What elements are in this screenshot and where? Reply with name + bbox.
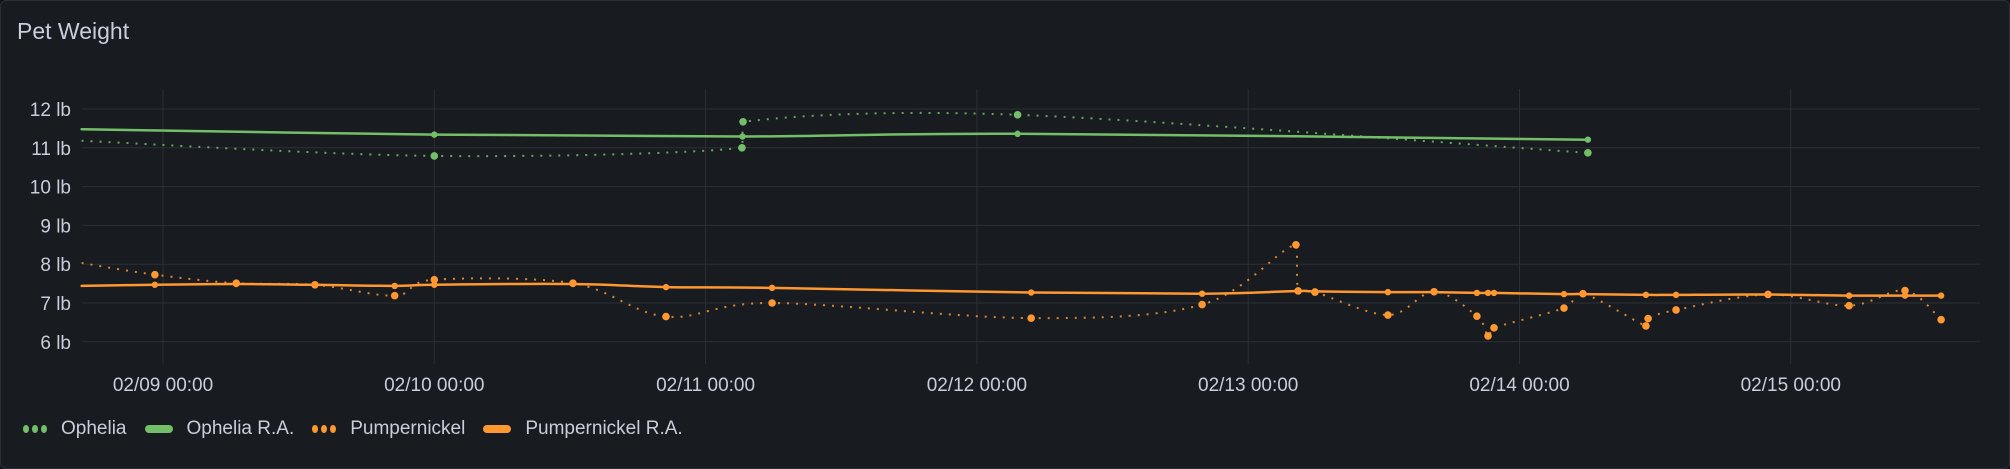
data-point[interactable] [1484,289,1492,297]
data-point[interactable] [1473,289,1481,297]
data-point[interactable] [1014,130,1021,138]
data-point[interactable] [1672,291,1680,299]
data-point[interactable] [739,118,747,126]
series-ophelia-r-a[interactable] [80,127,1592,143]
data-point[interactable] [232,279,241,288]
data-point[interactable] [1198,300,1206,309]
x-tick-label: 02/14 00:00 [1469,375,1569,396]
data-point[interactable] [1901,286,1909,295]
solid-line-icon [483,425,512,433]
series-pumpernickel-r-a[interactable] [80,280,1945,299]
panel-title[interactable]: Pet Weight [17,18,130,44]
data-point[interactable] [1937,315,1945,324]
data-point[interactable] [569,279,577,288]
series-ophelia[interactable] [81,111,1592,160]
x-tick-label: 02/09 00:00 [113,375,213,396]
data-point[interactable] [1644,314,1652,323]
x-tick-label: 02/11 00:00 [656,375,755,396]
series-line [80,127,1590,141]
series-line-dotted [81,111,1588,158]
data-point[interactable] [1013,111,1022,119]
data-point[interactable] [1579,289,1587,298]
x-tick-label: 02/10 00:00 [384,375,484,396]
data-point[interactable] [1642,291,1650,299]
data-point[interactable] [1845,292,1853,299]
dot [32,425,38,433]
data-point[interactable] [738,144,746,152]
data-point[interactable] [1294,287,1302,295]
data-point[interactable] [430,275,439,284]
data-point[interactable] [1845,301,1853,310]
y-tick-label: 12 lb [30,100,71,121]
data-point[interactable] [1584,136,1592,143]
dot [330,425,337,433]
y-tick-label: 6 lb [40,333,71,354]
dot [41,425,47,433]
series-layer [80,111,1945,340]
dotted-line-icon [312,425,337,433]
data-point[interactable] [311,280,319,289]
grid-lines [82,89,1980,364]
x-tick-label: 02/12 00:00 [927,375,1027,396]
data-point[interactable] [1490,289,1498,297]
data-point[interactable] [1642,322,1650,330]
y-tick-label: 10 lb [30,178,71,199]
series-line-dotted [81,243,1942,338]
data-point[interactable] [151,281,159,288]
data-point[interactable] [1937,292,1945,299]
data-point[interactable] [1027,289,1035,296]
data-point[interactable] [1384,288,1392,296]
x-axis: 02/09 00:00 02/10 00:00 02/11 00:00 02/12 0… [113,375,1841,396]
data-point[interactable] [1672,306,1680,314]
data-point[interactable] [391,282,398,290]
dot [312,425,319,433]
legend-label: Pumpernickel R.A. [525,418,683,439]
y-tick-label: 8 lb [40,255,71,276]
data-point[interactable] [1490,324,1498,332]
data-point[interactable] [1027,314,1035,322]
dotted-line-icon [23,425,47,433]
legend-label: Ophelia R.A. [186,418,295,439]
series-pumpernickel[interactable] [81,241,1945,340]
data-point[interactable] [431,131,438,138]
data-point[interactable] [1484,332,1492,340]
data-point[interactable] [1560,304,1568,312]
y-tick-label: 7 lb [40,294,71,315]
data-point[interactable] [1584,149,1592,157]
data-point[interactable] [662,312,670,321]
data-point[interactable] [430,152,439,160]
data-point[interactable] [1292,241,1300,249]
data-point[interactable] [768,299,776,307]
data-point[interactable] [1430,287,1438,296]
legend-item-pumpernickel[interactable]: Pumpernickel [312,418,465,440]
legend-item-ophelia-ra[interactable]: Ophelia R.A. [144,418,295,440]
data-point[interactable] [1560,290,1568,298]
x-tick-label: 02/13 00:00 [1198,375,1298,396]
data-point[interactable] [768,284,776,292]
y-tick-label: 11 lb [31,139,71,160]
solid-line-icon [144,425,173,433]
y-axis: 12 lb 11 lb 10 lb 9 lb 8 lb 7 lb 6 lb [30,100,71,354]
dot [23,425,29,433]
data-point[interactable] [1311,288,1319,296]
x-tick-label: 02/15 00:00 [1741,375,1841,396]
data-point[interactable] [1198,290,1206,297]
data-point[interactable] [1764,290,1772,299]
data-point[interactable] [1473,312,1481,320]
legend-label: Ophelia [61,418,127,439]
data-point[interactable] [390,291,399,300]
dot [321,425,328,433]
legend: Ophelia Ophelia R.A. Pumpernickel Pumper… [23,415,701,443]
data-point[interactable] [1384,311,1392,319]
legend-item-ophelia[interactable]: Ophelia [23,418,127,440]
data-point[interactable] [151,270,159,279]
data-point[interactable] [739,133,746,140]
series-line [80,282,1943,297]
legend-label: Pumpernickel [350,418,466,439]
legend-item-pumpernickel-ra[interactable]: Pumpernickel R.A. [483,418,683,440]
data-point[interactable] [662,283,670,291]
y-tick-label: 9 lb [40,216,71,237]
